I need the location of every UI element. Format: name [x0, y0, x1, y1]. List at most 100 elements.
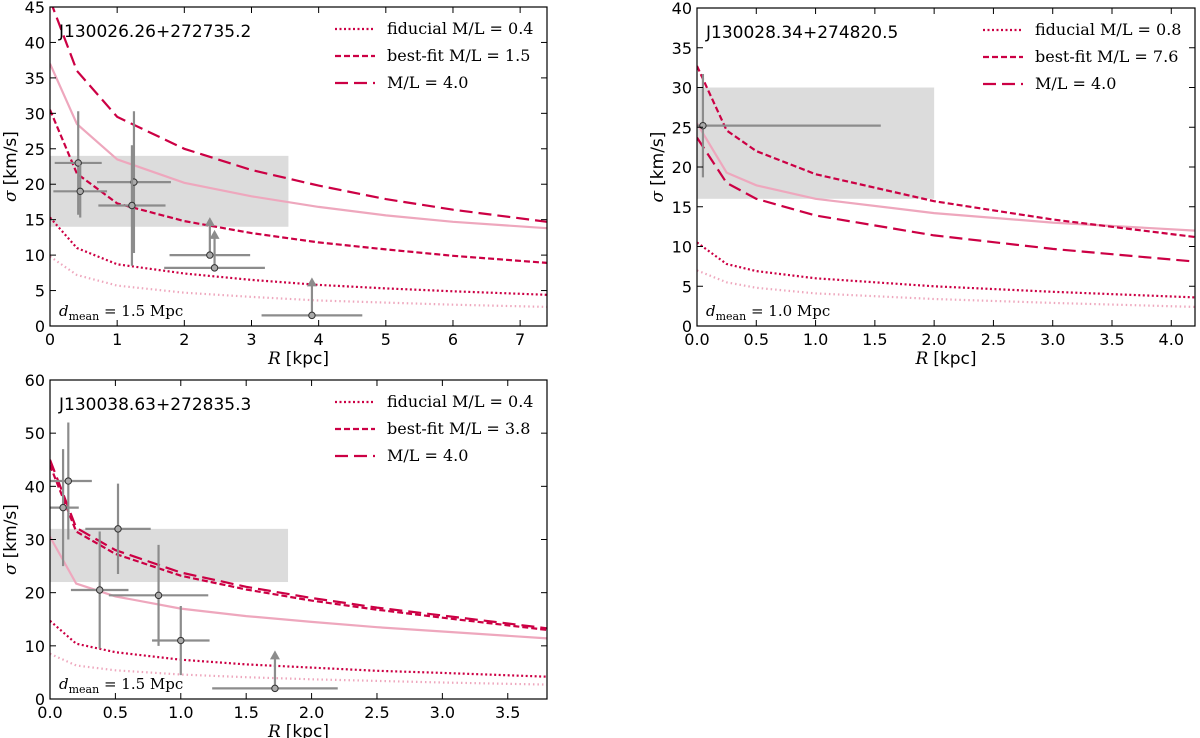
y-axis-label: σ[km/s] — [1, 504, 21, 575]
legend: fiducial M/L = 0.4 best-fit M/L = 3.8 M/L … — [335, 392, 533, 465]
data-point — [97, 111, 171, 253]
legend-label: fiducial M/L = 0.4 — [387, 19, 533, 38]
series-line-dotted — [50, 619, 547, 678]
y-tick-label: 0 — [35, 317, 45, 336]
y-tick-label: 5 — [682, 277, 692, 296]
series-line-longdash — [51, 7, 547, 223]
x-axis-label: R [kpc] — [267, 349, 329, 369]
legend: fiducial M/L = 0.8 best-fit M/L = 7.6 M/L … — [983, 20, 1181, 93]
x-tick-label: 1.0 — [168, 703, 193, 722]
point-marker — [76, 187, 84, 196]
point-marker — [128, 201, 136, 210]
y-axis-label: σ[km/s] — [1, 131, 21, 202]
point-marker — [699, 121, 707, 130]
data-point — [98, 145, 166, 266]
plot-area — [697, 65, 1195, 308]
y-tick-label: 20 — [672, 158, 692, 177]
point-marker — [308, 311, 316, 320]
y-tick-label: 5 — [35, 282, 45, 301]
series-line-lightsolid — [697, 122, 1195, 232]
legend: fiducial M/L = 0.4 best-fit M/L = 1.5 M/L … — [335, 19, 533, 92]
data-point — [50, 422, 92, 540]
point-marker — [177, 636, 185, 645]
legend-label: best-fit M/L = 7.6 — [1035, 47, 1178, 66]
plot-area — [50, 7, 547, 320]
chart-panel-j130038: 0.0 0.5 1.0 1.5 2.0 2.5 3.0 3.5 0 10 20 30 40 50 60 R [k… — [1, 371, 548, 738]
x-tick-label: 2 — [179, 330, 189, 349]
x-tick-label: 6 — [448, 330, 458, 349]
x-tick-label: 4 — [314, 330, 324, 349]
up-arrow-icon — [269, 650, 280, 660]
distance-annotation: dmean = 1.5 Mpc — [59, 302, 183, 323]
x-tick-label: 3.5 — [495, 703, 520, 722]
x-tick-label: 2.5 — [364, 703, 389, 722]
x-tick-label: 0.0 — [37, 703, 62, 722]
x-tick-label: 0.0 — [684, 330, 709, 349]
data-point — [70, 531, 129, 649]
y-tick-label: 35 — [672, 39, 692, 58]
y-tick-label: 30 — [25, 531, 45, 550]
shaded-band — [50, 528, 289, 583]
y-tick-label: 45 — [25, 0, 45, 17]
series-line-dotted — [697, 241, 1195, 299]
panel-title: J130038.63+272835.3 — [58, 395, 251, 415]
upper-limit-point — [169, 217, 251, 259]
x-tick-label: 1 — [112, 330, 122, 349]
y-tick-label: 40 — [672, 0, 692, 18]
point-marker — [206, 251, 214, 259]
point-marker — [59, 503, 67, 512]
point-marker — [154, 591, 163, 600]
shaded-band — [697, 87, 935, 199]
panel-title: J130028.34+274820.5 — [705, 23, 898, 43]
x-tick-label: 2.0 — [299, 703, 324, 722]
chart-panel-j130028: 0.0 0.5 1.0 1.5 2.0 2.5 3.0 3.5 4.0 0 5 10 15 20 25 30 3… — [648, 0, 1196, 369]
up-arrow-icon — [209, 229, 220, 239]
y-tick-label: 50 — [25, 424, 45, 443]
x-tick-label: 5 — [381, 330, 391, 349]
distance-annotation: dmean = 1.5 Mpc — [59, 675, 183, 696]
x-tick-label: 3.0 — [1040, 330, 1065, 349]
x-tick-label: 0 — [45, 330, 55, 349]
panel-title: J130026.26+272735.2 — [58, 22, 251, 42]
y-tick-label: 25 — [25, 140, 45, 159]
y-tick-label: 10 — [25, 246, 45, 265]
x-tick-label: 1.5 — [862, 330, 887, 349]
y-tick-label: 35 — [25, 69, 45, 88]
plot-area — [50, 422, 547, 693]
y-tick-label: 10 — [672, 238, 692, 257]
y-tick-label: 0 — [35, 690, 45, 709]
data-point — [85, 483, 151, 575]
legend-label: best-fit M/L = 3.8 — [387, 419, 530, 438]
series-line-lightsolid — [50, 63, 547, 230]
point-marker — [96, 586, 104, 594]
y-tick-label: 40 — [25, 33, 45, 52]
y-tick-label: 30 — [25, 104, 45, 123]
point-marker — [114, 525, 122, 533]
series-line-longdash — [50, 459, 547, 630]
series-line-longdash — [697, 136, 1195, 263]
series-line-lightdotted — [697, 269, 1195, 308]
x-tick-label: 3.5 — [1099, 330, 1124, 349]
y-tick-label: 20 — [25, 584, 45, 603]
legend-label: M/L = 4.0 — [387, 446, 468, 465]
series-line-lightdotted — [50, 255, 547, 308]
point-marker — [64, 477, 73, 485]
legend-label: M/L = 4.0 — [1035, 74, 1116, 93]
y-tick-label: 15 — [25, 211, 45, 230]
x-tick-label: 3.0 — [430, 703, 455, 722]
y-tick-label: 40 — [25, 477, 45, 496]
series-line-dotted — [50, 216, 547, 296]
up-arrow-icon — [306, 277, 317, 287]
upper-limit-point — [212, 650, 338, 693]
y-axis-label: σ[km/s] — [648, 132, 668, 203]
distance-annotation: dmean = 1.0 Mpc — [706, 302, 830, 323]
series-line-lightsolid — [50, 536, 547, 640]
y-tick-label: 25 — [672, 118, 692, 137]
x-tick-label: 1.5 — [233, 703, 258, 722]
series-line-dashed — [50, 464, 547, 631]
x-tick-label: 7 — [515, 330, 525, 349]
legend-label: fiducial M/L = 0.4 — [387, 392, 533, 411]
upper-limit-point — [261, 277, 363, 320]
